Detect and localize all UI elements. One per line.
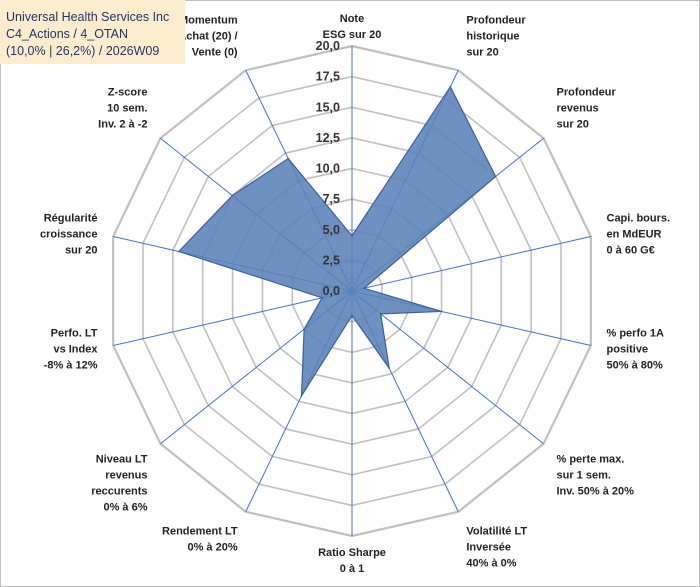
axis-label-7-line-3: 40% à 0% [466,557,516,569]
axis-spoke-6 [351,290,544,445]
axis-label-5-line-2: positive [607,344,649,356]
title-category: C4_Actions / 4_OTAN [6,27,129,41]
axis-label-3-line-3: sur 20 [556,119,588,131]
axis-label-13-line-3: Inv. 2 à -2 [98,119,147,131]
chart-title-box: Universal Health Services Inc C4_Actions… [0,0,185,64]
axis-label-11-line-3: -8% à 12% [44,360,98,372]
axis-label-5-line-1: % perfo 1A [607,328,665,340]
data-point-3 [494,175,497,178]
data-point-1 [351,235,353,237]
tick-label-0: 0,0 [323,284,340,298]
tick-label-4: 10,0 [316,162,340,176]
tick-label-6: 15,0 [316,100,340,114]
tick-label-7: 17,5 [316,70,340,84]
data-point-11 [321,297,323,299]
data-point-8 [351,314,353,317]
axis-label-14-line-2: Achat (20) / [178,31,237,43]
title-stats: (10,0% | 26,2%) / 2026W09 [6,44,160,58]
axis-label-8-line-1: Ratio Sharpe [318,547,386,559]
tick-label-1: 2,5 [323,253,340,267]
axis-label-7-line-2: Inversée [466,541,511,553]
axis-label-8-line-2: 0 à 1 [340,563,364,575]
tick-label-5: 12,5 [316,131,340,145]
axis-label-1-line-1: Note [340,13,364,25]
data-point-4 [363,287,365,290]
axis-label-6-line-3: Inv. 50% à 20% [556,485,634,497]
axis-label-4-line-2: en MdEUR [607,228,662,240]
tick-label-8: 20,0 [316,39,340,53]
axis-label-12-line-2: croissance [40,228,97,240]
axis-spoke-4 [351,235,591,292]
axis-label-10-line-1: Niveau LT [96,453,148,465]
data-point-10 [303,328,305,330]
axis-label-5-line-3: 50% à 80% [607,360,663,372]
data-point-14 [287,157,290,160]
data-point-5 [440,310,443,313]
title-company: Universal Health Services Inc [6,10,170,24]
axis-label-14-line-3: Vente (0) [192,47,238,59]
axis-label-7-line-1: Volatilité LT [466,525,527,537]
axis-label-12-line-1: Régularité [44,212,98,224]
axis-label-13-line-2: 10 sem. [107,103,147,115]
data-point-12 [178,250,180,253]
axis-spoke-11 [113,290,353,347]
axis-label-3-line-1: Profondeur [556,87,616,99]
axis-label-14-line-1: Momentum [179,15,238,27]
axis-label-6-line-2: sur 1 sem. [556,469,610,481]
tick-label-3: 7,5 [323,192,340,206]
axis-label-1-line-2: ESG sur 20 [323,29,382,41]
axis-label-2-line-1: Profondeur [466,15,526,27]
axis-label-2-line-3: sur 20 [466,47,498,59]
axis-label-10-line-3: reccurents [91,485,147,497]
axis-label-11-line-1: Perfo. LT [51,328,98,340]
axis-label-10-line-4: 0% à 6% [103,501,147,513]
axis-label-9-line-1: Rendement LT [162,525,238,537]
axis-label-9-line-2: 0% à 20% [187,541,237,553]
data-point-9 [300,395,303,397]
axis-label-13-line-1: Z-score [108,87,148,99]
axis-label-11-line-2: vs Index [53,344,98,356]
axis-label-2-line-2: historique [466,31,519,43]
data-point-13 [231,194,234,197]
axis-label-4-line-1: Capi. bours. [607,212,671,224]
data-point-7 [388,367,391,370]
data-point-2 [449,86,452,88]
axis-label-12-line-3: sur 20 [65,244,97,256]
axis-label-10-line-2: revenus [105,469,147,481]
axis-label-6-line-1: % perte max. [556,453,624,465]
axis-label-3-line-2: revenus [556,103,598,115]
data-point-6 [379,313,382,315]
axis-label-4-line-3: 0 à 60 G€ [607,244,655,256]
tick-label-2: 5,0 [323,223,340,237]
